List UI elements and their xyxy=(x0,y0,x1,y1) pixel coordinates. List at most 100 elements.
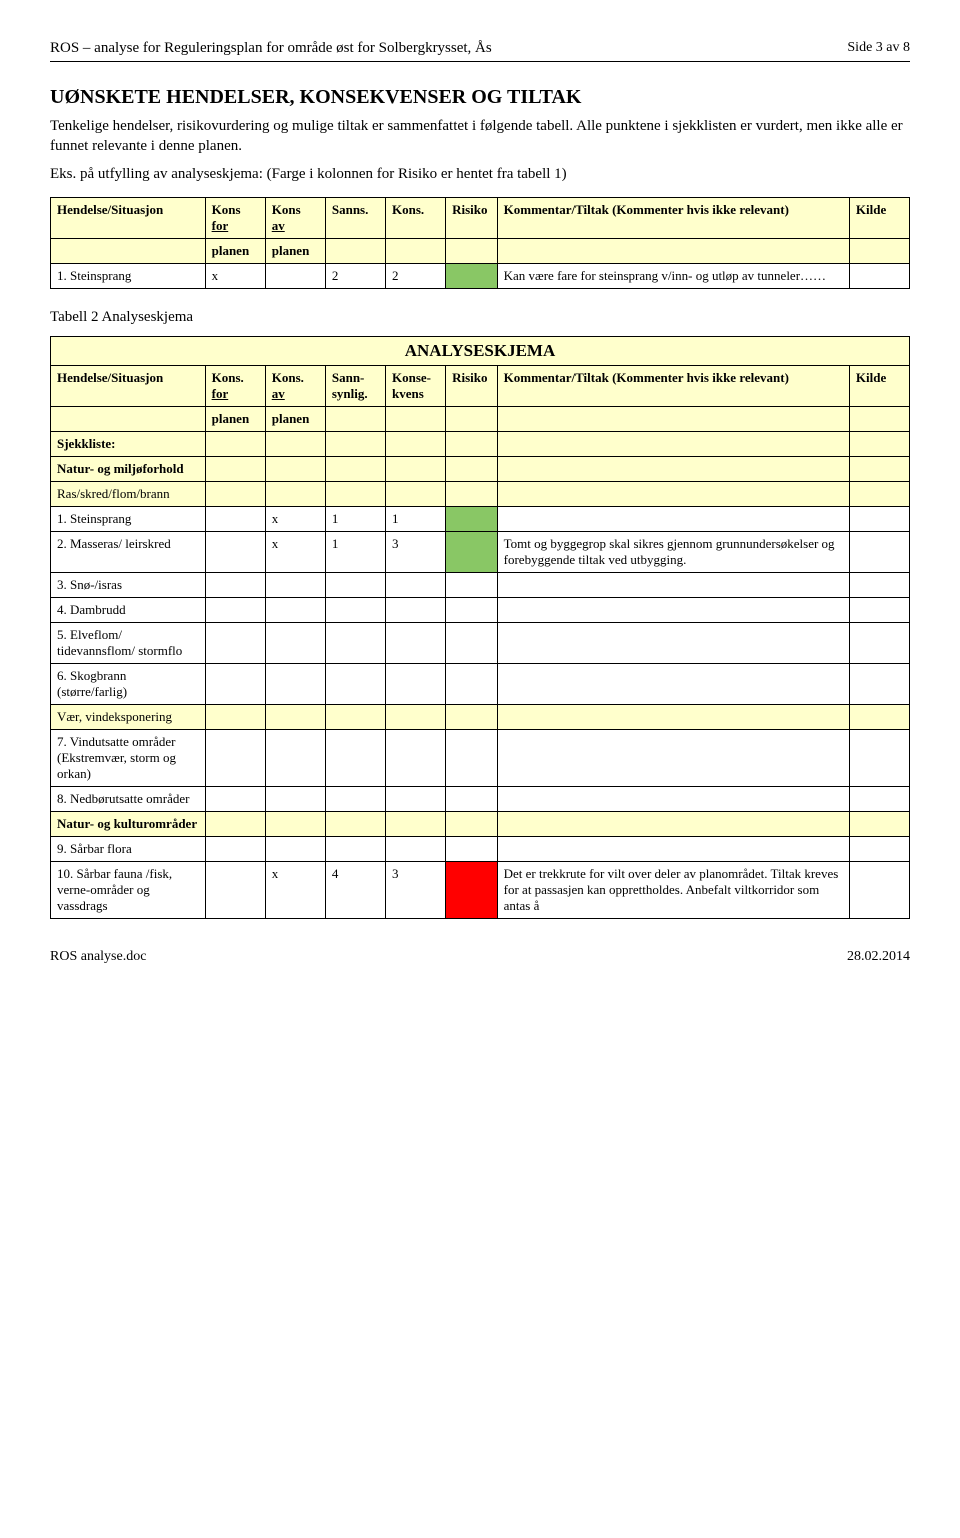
example-note: Eks. på utfylling av analyseskjema: (Far… xyxy=(50,166,910,183)
t1-row1: 1. Steinsprang x 2 2 Kan være fare for s… xyxy=(51,264,910,289)
t1-h-c: Kommentar/Tiltak (Kommenter hvis ikke re… xyxy=(497,198,849,239)
doc-header-right: Side 3 av 8 xyxy=(847,40,910,56)
t1-h-kf: Kons for xyxy=(205,198,265,239)
t1-h-kf-t: Kons xyxy=(212,202,241,217)
t2-r1-comment xyxy=(497,507,849,532)
t2-r3-label: 3. Snø-/isras xyxy=(51,573,206,598)
footer-right: 28.02.2014 xyxy=(847,949,910,965)
t2-r1-k: 1 xyxy=(385,507,445,532)
t2-h-kd: Kilde xyxy=(849,366,909,407)
t2-h-ka-t: Kons. xyxy=(272,370,304,385)
t2-r10-k: 3 xyxy=(385,862,445,919)
t1-r1-label: 1. Steinsprang xyxy=(51,264,206,289)
t2-row4: 4. Dambrudd xyxy=(51,598,910,623)
t2-h-ka: Kons. av xyxy=(265,366,325,407)
t2-h-c: Kommentar/Tiltak (Kommenter hvis ikke re… xyxy=(497,366,849,407)
t2-r7-label: 7. Vindutsatte områder (Ekstremvær, stor… xyxy=(51,730,206,787)
t2-sub-b3 xyxy=(325,407,385,432)
t2-r2-comment: Tomt og byggegrop skal sikres gjennom gr… xyxy=(497,532,849,573)
t2-row6: 6. Skogbrann (større/farlig) xyxy=(51,664,910,705)
t2-r2-k: 3 xyxy=(385,532,445,573)
t2-sub-b5 xyxy=(446,407,498,432)
t1-sub-p1-t: planen xyxy=(212,243,250,258)
t2-sub-p1-t: planen xyxy=(212,411,250,426)
t2-r8-label: 8. Nedbørutsatte områder xyxy=(51,787,206,812)
table2-caption: Tabell 2 Analyseskjema xyxy=(50,309,910,326)
t2-vaer: Vær, vindeksponering xyxy=(51,705,206,730)
t2-r10-kf xyxy=(205,862,265,919)
t2-r10-label: 10. Sårbar fauna /fisk, verne-områder og… xyxy=(51,862,206,919)
t2-row5: 5. Elveflom/ tidevannsflom/ stormflo xyxy=(51,623,910,664)
t2-h-r: Risiko xyxy=(446,366,498,407)
t1-r1-s: 2 xyxy=(325,264,385,289)
t2-r1-s: 1 xyxy=(325,507,385,532)
header-underline xyxy=(50,61,910,62)
t2-row8: 8. Nedbørutsatte områder xyxy=(51,787,910,812)
t2-r4-label: 4. Dambrudd xyxy=(51,598,206,623)
page-title: UØNSKETE HENDELSER, KONSEKVENSER OG TILT… xyxy=(50,86,910,109)
t2-sub-p2-t: planen xyxy=(272,411,310,426)
t2-r1-label: 1. Steinsprang xyxy=(51,507,206,532)
t2-row2: 2. Masseras/ leirskred x 1 3 Tomt og byg… xyxy=(51,532,910,573)
t2-r10-s: 4 xyxy=(325,862,385,919)
t2-h-s: Sann-synlig. xyxy=(325,366,385,407)
t2-row10: 10. Sårbar fauna /fisk, verne-områder og… xyxy=(51,862,910,919)
analyse-table: ANALYSESKJEMA Hendelse/Situasjon Kons. f… xyxy=(50,336,910,919)
t2-row9: 9. Sårbar flora xyxy=(51,837,910,862)
t1-r1-kf: x xyxy=(205,264,265,289)
t2-r9-label: 9. Sårbar flora xyxy=(51,837,206,862)
t2-title: ANALYSESKJEMA xyxy=(51,337,910,366)
t2-h-hs: Hendelse/Situasjon xyxy=(51,366,206,407)
t2-h-kf: Kons. for xyxy=(205,366,265,407)
t1-h-kd: Kilde xyxy=(849,198,909,239)
t1-r1-kilde xyxy=(849,264,909,289)
t2-r1-risk xyxy=(446,507,498,532)
example-table: Hendelse/Situasjon Kons for Kons av Sann… xyxy=(50,197,910,289)
t2-r2-kf xyxy=(205,532,265,573)
t2-r2-s: 1 xyxy=(325,532,385,573)
t2-row7: 7. Vindutsatte områder (Ekstremvær, stor… xyxy=(51,730,910,787)
t2-r6-label: 6. Skogbrann (større/farlig) xyxy=(51,664,206,705)
t1-sub-b4 xyxy=(385,239,445,264)
t1-h-s: Sanns. xyxy=(325,198,385,239)
t2-sub-blank xyxy=(51,407,206,432)
t2-r5-label: 5. Elveflom/ tidevannsflom/ stormflo xyxy=(51,623,206,664)
t2-r1-kf xyxy=(205,507,265,532)
t1-sub-p1: planen xyxy=(205,239,265,264)
t1-sub-p2-t: planen xyxy=(272,243,310,258)
t2-r10-ka: x xyxy=(265,862,325,919)
t2-row3: 3. Snø-/isras xyxy=(51,573,910,598)
t1-sub-b7 xyxy=(849,239,909,264)
t1-h-ka-s: av xyxy=(272,218,285,233)
t2-sub-b7 xyxy=(849,407,909,432)
t2-sub-p1: planen xyxy=(205,407,265,432)
t2-natur-miljo: Natur- og miljøforhold xyxy=(51,457,206,482)
t2-r2-label: 2. Masseras/ leirskred xyxy=(51,532,206,573)
t2-ras: Ras/skred/flom/brann xyxy=(51,482,206,507)
t2-h-kf-t: Kons. xyxy=(212,370,244,385)
t2-h-k: Konse-kvens xyxy=(385,366,445,407)
t2-sub-b4 xyxy=(385,407,445,432)
t1-h-ka: Kons av xyxy=(265,198,325,239)
t2-sjekkliste: Sjekkliste: xyxy=(51,432,206,457)
t1-h-ka-t: Kons xyxy=(272,202,301,217)
t2-row1: 1. Steinsprang x 1 1 xyxy=(51,507,910,532)
t1-r1-comment: Kan være fare for steinsprang v/inn- og … xyxy=(497,264,849,289)
t2-h-kf-s: for xyxy=(212,386,229,401)
t1-h-kf-s: for xyxy=(212,218,229,233)
t1-h-k: Kons. xyxy=(385,198,445,239)
intro-paragraph: Tenkelige hendelser, risikovurdering og … xyxy=(50,117,910,156)
t1-sub-b6 xyxy=(497,239,849,264)
t2-natur-kultur: Natur- og kulturområder xyxy=(51,812,206,837)
t1-sub-b3 xyxy=(325,239,385,264)
t2-r2-risk xyxy=(446,532,498,573)
t2-r10-comment: Det er trekkrute for vilt over deler av … xyxy=(497,862,849,919)
t1-sub-p2: planen xyxy=(265,239,325,264)
t1-r1-ka xyxy=(265,264,325,289)
t1-h-r: Risiko xyxy=(446,198,498,239)
t1-sub-blank xyxy=(51,239,206,264)
t1-r1-k: 2 xyxy=(385,264,445,289)
t2-r1-ka: x xyxy=(265,507,325,532)
t2-h-ka-s: av xyxy=(272,386,285,401)
t2-sub-b6 xyxy=(497,407,849,432)
